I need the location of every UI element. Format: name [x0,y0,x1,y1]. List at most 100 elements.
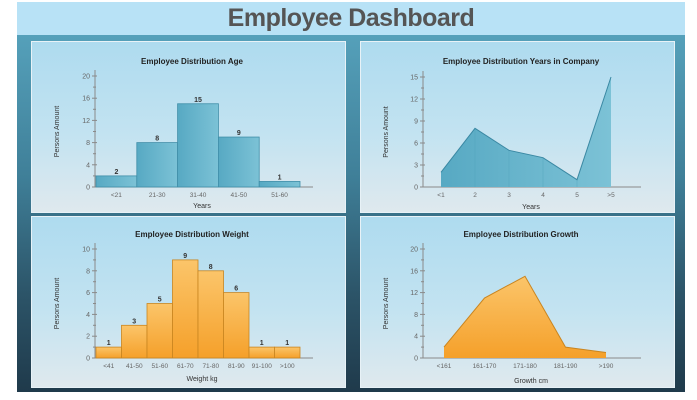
y-tick-label: 8 [414,312,418,319]
bar-value-label: 1 [107,340,111,347]
years-in-company-chart-panel: Employee Distribution Years in Company 0 3… [360,41,675,213]
x-axis-label: Growth cm [514,378,548,385]
x-tick-label: <41 [103,363,114,370]
x-tick-label: 31-40 [190,192,207,199]
bar [136,142,179,188]
dashboard: Employee Dashboard Employee Distribution… [17,2,685,392]
x-tick-label: 21-30 [149,192,166,199]
x-tick-label: 41-50 [126,363,143,370]
y-tick-label: 0 [86,356,90,363]
x-tick-label: 71-80 [202,363,219,370]
bar-value-label: 2 [114,169,118,176]
y-tick-label: 10 [82,247,90,254]
y-tick-label: 8 [86,268,90,275]
x-tick-label: 51-60 [151,363,168,370]
x-tick-label: 171-180 [513,363,537,370]
x-tick-label: >100 [280,363,295,370]
bar [274,346,301,359]
bar [95,346,122,359]
y-tick-label: 2 [86,334,90,341]
weight-chart-panel: Employee Distribution Weight 0 2 4 6 8 10 Perso… [31,216,346,388]
x-axis-label: Years [193,203,211,210]
bar [95,175,138,188]
x-tick-label: >5 [607,192,615,199]
y-tick-label: 0 [86,185,90,192]
y-tick-label: 16 [410,268,418,275]
age-chart-panel: Employee Distribution Age 0 4 8 12 16 20 Person… [31,41,346,213]
bar [197,270,224,359]
chart-title: Employee Distribution Growth [463,230,578,239]
x-tick-label: 41-50 [230,192,247,199]
y-axis-label: Persons Amount [383,106,390,157]
bar-value-label: 15 [194,97,202,104]
y-tick-label: 4 [86,312,90,319]
y-tick-label: 6 [86,290,90,297]
x-tick-label: >190 [599,363,614,370]
weight-chart: Employee Distribution Weight 0 2 4 6 8 10 Perso… [54,230,313,383]
y-tick-label: 20 [82,74,90,81]
bar-value-label: 6 [234,286,238,293]
chart-title: Employee Distribution Age [141,57,243,66]
y-tick-label: 15 [410,75,418,82]
area-line [443,275,607,354]
chart-title: Employee Distribution Weight [135,230,249,239]
age-chart: Employee Distribution Age048121620Person… [54,57,313,210]
x-tick-label: 51-60 [271,192,288,199]
x-tick-label: <1 [437,192,445,199]
dashboard-title: Employee Dashboard [227,4,475,32]
bar [217,136,260,188]
bar [146,303,173,359]
bar [248,346,275,359]
area-fill [441,77,611,187]
x-tick-label: 2 [473,192,477,199]
bar-value-label: 9 [237,130,241,137]
y-tick-label: 8 [86,140,90,147]
bar [177,103,219,188]
years-in-company-chart: Employee Distribution Years in Company 0 3… [383,57,641,211]
bar-value-label: 8 [209,264,213,271]
y-axis-label: Persons Amount [54,106,61,157]
x-axis-label: Years [522,204,540,211]
area-line [440,76,612,181]
bar [172,259,199,359]
bar-value-label: 8 [155,136,159,143]
y-tick-label: 3 [414,163,418,170]
title-bar: Employee Dashboard [17,2,685,35]
y-tick-label: 12 [410,97,418,104]
growth-chart-panel: Employee Distribution Growth 0 4 8 12 16 20 Per… [360,216,675,388]
x-tick-label: <161 [437,363,452,370]
y-tick-label: 6 [414,141,418,148]
bar-value-label: 9 [183,253,187,260]
y-tick-label: 4 [414,334,418,341]
x-tick-label: 5 [575,192,579,199]
y-axis-label: Persons Amount [383,278,390,329]
bar-value-label: 1 [285,340,289,347]
x-tick-label: 181-190 [554,363,578,370]
y-tick-label: 0 [414,356,418,363]
x-tick-label: <21 [111,192,122,199]
y-tick-label: 9 [414,119,418,126]
x-tick-label: 91-100 [252,363,273,370]
y-tick-label: 4 [86,162,90,169]
bar [258,181,301,188]
chart-title: Employee Distribution Years in Company [443,57,600,66]
bar [121,324,148,359]
y-tick-label: 0 [414,185,418,192]
x-tick-label: 161-170 [473,363,497,370]
growth-chart: Employee Distribution Growth 0 4 8 12 16 20 Per… [383,230,641,385]
bar-value-label: 1 [260,340,264,347]
x-tick-label: 81-90 [228,363,245,370]
x-tick-label: 61-70 [177,363,194,370]
x-axis-label: Weight kg [187,376,218,383]
bar [223,292,250,359]
x-tick-label: 4 [541,192,545,199]
x-tick-label: 3 [507,192,511,199]
y-axis-label: Persons Amount [54,278,61,329]
y-tick-label: 20 [410,247,418,254]
bar-value-label: 3 [132,318,136,325]
bar-value-label: 5 [158,297,162,304]
bar-value-label: 1 [278,174,282,181]
y-tick-label: 16 [82,96,90,103]
area-fill [444,276,606,358]
y-tick-label: 12 [82,118,90,125]
